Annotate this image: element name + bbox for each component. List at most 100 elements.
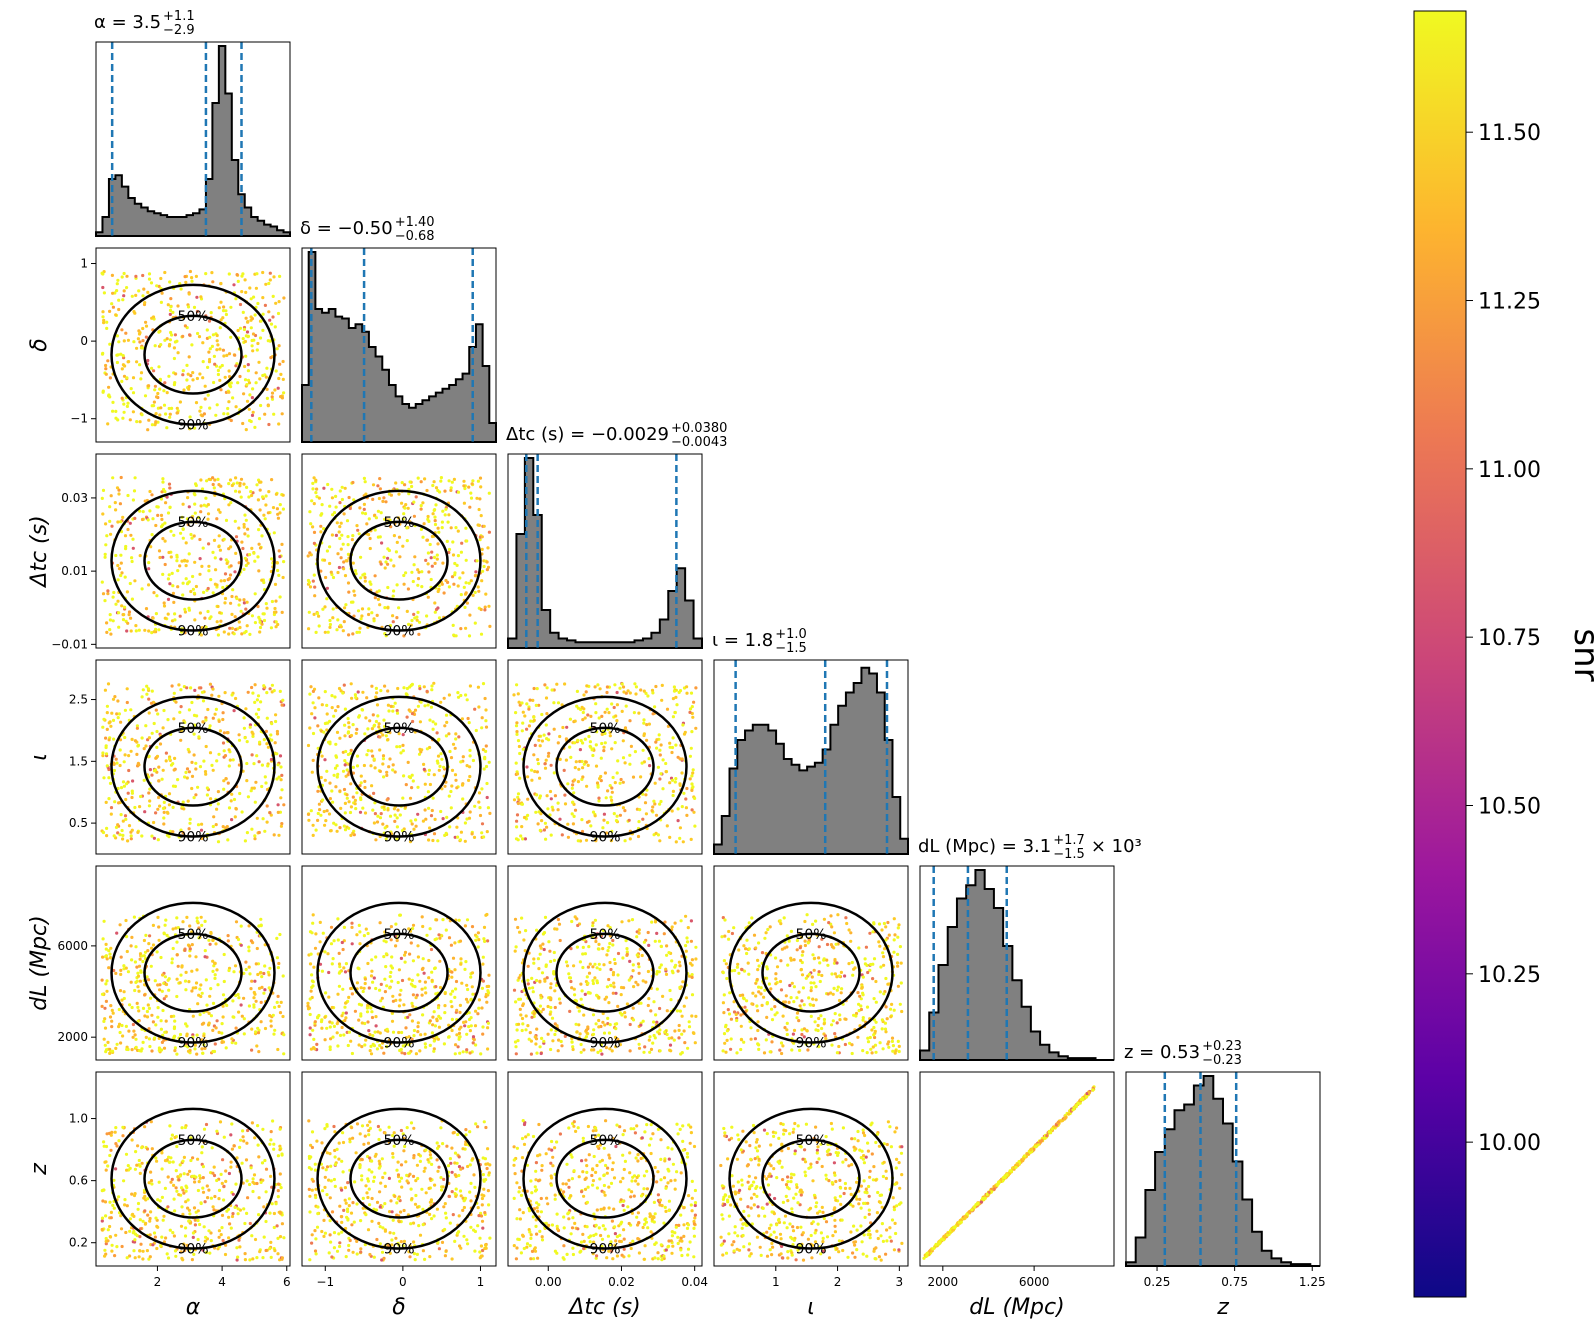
contour-label: 50% — [795, 927, 826, 943]
contour-50 — [143, 726, 243, 807]
y-tick-label: 1.0 — [69, 1112, 88, 1126]
contour-90 — [110, 283, 276, 426]
x-tick-label: 2000 — [928, 1275, 959, 1289]
contour-50 — [143, 314, 243, 395]
panel-frame — [95, 453, 291, 649]
scatter-panel-alpha-z: 50% 90% — [95, 1071, 291, 1267]
contour-label: 90% — [177, 624, 208, 640]
scatter-panel-iota-dL: 50% 90% — [713, 865, 909, 1061]
x-tick-label: 6 — [283, 1275, 291, 1289]
x-tick-label: 0.04 — [681, 1275, 708, 1289]
scatter-points: 50% 90% — [512, 681, 698, 846]
contour-label: 90% — [383, 1036, 414, 1052]
panel-frame — [507, 1071, 703, 1267]
y-tick-label: 2000 — [57, 1030, 88, 1044]
title-err-up: +1.7 — [1053, 833, 1085, 848]
contour-50 — [555, 726, 655, 807]
contour-label: 90% — [589, 830, 620, 846]
hist-title-dtc: Δtc (s) = −0.0029 — [506, 424, 669, 445]
contour-90 — [728, 1107, 894, 1250]
colorbar-tick-label: 11.00 — [1478, 458, 1541, 483]
scatter-panel-dL-z — [919, 1071, 1115, 1267]
panel-frame — [301, 247, 497, 443]
hist-panel-alpha: α = 3.5 +1.1−2.9 — [94, 9, 291, 237]
y-axis-z: 1.0 0.6 0.2 z — [27, 1112, 96, 1250]
x-axis-label: ι — [807, 1295, 814, 1320]
contour-50 — [761, 932, 861, 1013]
x-tick-label: 1.25 — [1299, 1275, 1326, 1289]
y-axis-iota: 2.5 1.5 0.5 ι — [27, 693, 96, 830]
y-axis-label: dL (Mpc) — [27, 915, 52, 1010]
colorbar-tick-label: 11.25 — [1478, 290, 1541, 315]
y-tick-label: 2.5 — [69, 693, 88, 707]
y-axis-label: ι — [27, 753, 52, 760]
scatter-points: 50% 90% — [100, 1107, 286, 1262]
title-err-down: −0.0043 — [671, 435, 727, 450]
scatter-panel-iota-z: 50% 90% — [713, 1071, 909, 1267]
x-axis-dtc: 0.00 0.02 0.04 Δtc (s) — [535, 1266, 708, 1320]
histogram-iota — [713, 666, 909, 855]
colorbar-tick-label: 10.00 — [1478, 1131, 1541, 1156]
panel-frame — [507, 659, 703, 855]
scatter-points: 50% 90% — [512, 1107, 698, 1262]
hist-panel-delta: δ = −0.50 +1.40−0.68 — [300, 215, 497, 443]
contour-label: 50% — [383, 721, 414, 737]
colorbar-tick-label: 11.50 — [1478, 121, 1541, 146]
panel-frame — [301, 865, 497, 1061]
y-tick-label: 1.5 — [69, 754, 88, 768]
scatter-points — [922, 1085, 1096, 1260]
histogram-dL — [919, 869, 1114, 1061]
scatter-points: 50% 90% — [306, 681, 492, 846]
panel-frame — [301, 659, 497, 855]
contour-90 — [110, 489, 276, 632]
panel-frame — [919, 1071, 1115, 1267]
contour-label: 50% — [177, 515, 208, 531]
panel-frame — [95, 659, 291, 855]
y-axis-label: Δtc (s) — [27, 515, 52, 588]
y-tick-label: −1 — [70, 412, 88, 426]
panel-frame — [301, 1071, 497, 1267]
scatter-panel-alpha-dtc: 50% 90% — [95, 453, 291, 649]
colorbar-ticks: 11.50 11.25 11.00 10.75 10.50 10.25 10.00 — [1466, 121, 1541, 1156]
x-tick-label: 2 — [834, 1275, 842, 1289]
y-axis-label: z — [27, 1163, 52, 1176]
hist-panel-z: z = 0.53 +0.23−0.23 — [1124, 1039, 1321, 1267]
x-tick-label: 2 — [154, 1275, 162, 1289]
title-err-up: +0.0380 — [671, 421, 727, 436]
panel-frame — [713, 865, 909, 1061]
x-tick-label: 0.75 — [1221, 1275, 1248, 1289]
x-tick-label: 3 — [896, 1275, 904, 1289]
contour-label: 90% — [795, 1242, 826, 1258]
contour-90 — [728, 901, 894, 1044]
scatter-points: 50% 90% — [307, 1107, 492, 1262]
y-tick-label: −0.01 — [51, 637, 88, 651]
title-err-down: −2.9 — [163, 23, 195, 38]
x-tick-label: −1 — [316, 1275, 334, 1289]
panel-frame — [919, 865, 1115, 1061]
scatter-points: 50% 90% — [100, 475, 286, 640]
y-tick-label: 0.03 — [61, 491, 88, 505]
contour-label: 50% — [177, 309, 208, 325]
scatter-points: 50% 90% — [100, 269, 286, 434]
contour-90 — [522, 1107, 688, 1250]
y-tick-label: 6000 — [57, 939, 88, 953]
contour-50 — [349, 726, 449, 807]
y-axis-delta: 1 0 −1 δ — [27, 257, 96, 426]
contour-90 — [522, 901, 688, 1044]
title-err-down: −0.68 — [395, 229, 435, 244]
panel-frame — [95, 865, 291, 1061]
contour-label: 90% — [383, 624, 414, 640]
colorbar-tick-label: 10.75 — [1478, 626, 1541, 651]
contour-label: 90% — [177, 418, 208, 434]
contour-90 — [522, 695, 688, 838]
scatter-panel-alpha-dL: 50% 90% — [95, 865, 291, 1061]
scatter-points: 50% 90% — [719, 1107, 904, 1262]
title-err-down: −1.5 — [775, 641, 807, 656]
scatter-points: 50% 90% — [512, 901, 698, 1056]
hist-panel-iota: ι = 1.8 +1.0−1.5 — [712, 627, 909, 855]
scatter-panel-delta-dL: 50% 90% — [301, 865, 497, 1061]
title-err-up: +0.23 — [1202, 1039, 1242, 1054]
contour-50 — [143, 932, 243, 1013]
contour-90 — [110, 695, 276, 838]
